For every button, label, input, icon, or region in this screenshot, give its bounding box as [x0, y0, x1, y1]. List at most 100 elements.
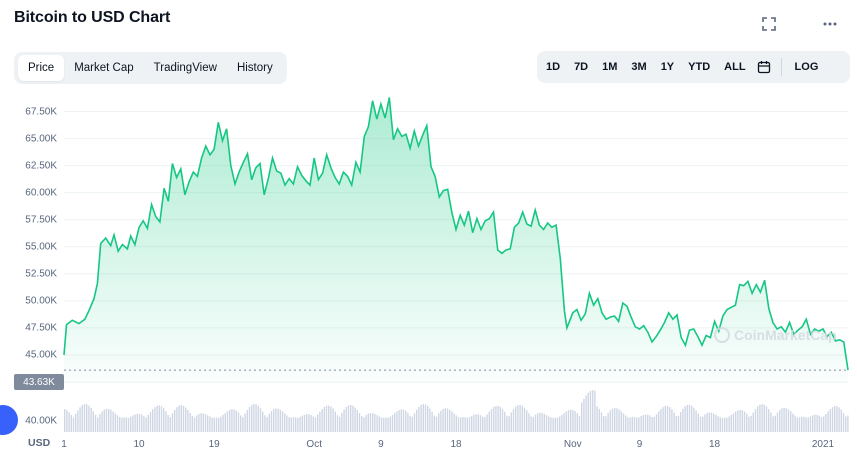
volume-bar [275, 408, 277, 432]
y-tick-label: 67.50K [25, 106, 57, 118]
volume-bar [299, 416, 301, 432]
volume-bar [686, 405, 688, 432]
volume-bar [710, 412, 713, 432]
volume-bar [809, 416, 812, 432]
volume-bar [169, 417, 171, 432]
volume-bar [796, 417, 798, 432]
volume-bar [270, 411, 273, 432]
volume-bar [493, 407, 495, 432]
range-3m[interactable]: 3M [631, 61, 647, 73]
volume-bar [90, 408, 92, 432]
range-7d[interactable]: 7D [574, 61, 589, 73]
x-tick-label: 1 [61, 439, 67, 450]
volume-bar [259, 408, 262, 432]
time-range-selector: 1D 7D 1M 3M 1Y YTD ALL LOG [537, 51, 850, 83]
volume-bar [596, 406, 598, 432]
volume-bar [125, 417, 127, 432]
volume-bar [532, 416, 534, 432]
volume-bar [165, 411, 167, 432]
volume-bar [279, 409, 281, 432]
volume-bar [554, 417, 556, 432]
volume-bar [138, 413, 141, 432]
volume-bar [616, 408, 618, 432]
volume-bar [455, 415, 457, 432]
x-tick-label: 9 [378, 439, 384, 450]
volume-bar [123, 417, 125, 432]
y-tick-label: 60.00K [25, 187, 57, 199]
volume-bar [233, 409, 235, 432]
volume-bar [541, 412, 543, 432]
range-1d[interactable]: 1D [546, 61, 561, 73]
volume-bar [367, 413, 369, 432]
volume-bar [611, 408, 614, 432]
volume-bar [517, 405, 519, 432]
volume-bar [785, 408, 787, 432]
volume-bar [380, 417, 383, 432]
tab-price[interactable]: Price [18, 55, 65, 81]
volume-bar [662, 407, 664, 432]
range-ytd[interactable]: YTD [688, 61, 711, 73]
volume-bar [398, 410, 400, 432]
volume-bar [501, 408, 504, 432]
volume-bar [411, 416, 413, 432]
volume-bar [405, 410, 407, 432]
volume-bar [609, 410, 611, 432]
log-scale-toggle[interactable]: LOG [794, 61, 819, 73]
range-all[interactable]: ALL [724, 61, 746, 73]
volume-bar [292, 417, 295, 432]
volume-bar [682, 408, 684, 432]
volume-bar [807, 417, 809, 432]
range-1m[interactable]: 1M [602, 61, 618, 73]
more-horizontal-icon[interactable] [819, 14, 841, 34]
volume-bar [504, 412, 506, 432]
calendar-icon[interactable] [753, 54, 775, 80]
x-tick-label: 18 [450, 439, 462, 450]
volume-bar [587, 392, 589, 432]
tab-history[interactable]: History [236, 62, 273, 74]
volume-bar [603, 416, 605, 432]
volume-bar [209, 416, 211, 432]
volume-bar [647, 414, 649, 432]
tab-tradingview[interactable]: TradingView [153, 62, 217, 74]
volume-bar [374, 414, 376, 432]
y-tick-label: 47.50K [25, 322, 57, 334]
y-tick-label: 55.00K [25, 241, 57, 253]
volume-bar [728, 416, 730, 432]
volume-bar [284, 413, 286, 432]
volume-bar [798, 417, 801, 432]
volume-bar [103, 409, 105, 432]
volume-bar [834, 406, 836, 432]
volume-bar [631, 416, 633, 432]
volume-bar [158, 405, 160, 432]
volume-bar [497, 405, 499, 432]
volume-bar [218, 417, 220, 432]
volume-bar [752, 412, 754, 432]
range-divider [780, 58, 782, 76]
volume-bar [130, 416, 132, 432]
volume-bar [812, 415, 814, 432]
volume-bar [244, 413, 246, 432]
filter-badge-icon[interactable] [0, 405, 18, 435]
volume-bar [673, 412, 675, 432]
volume-bar [145, 417, 147, 432]
volume-bar [127, 417, 130, 432]
volume-bar [152, 409, 154, 432]
volume-bar [121, 417, 123, 432]
volume-bar [515, 406, 517, 432]
volume-bar [389, 416, 391, 432]
volume-bar [759, 404, 761, 432]
volume-bar [713, 413, 715, 432]
volume-bar [182, 405, 185, 432]
y-tick-label: 45.00K [25, 349, 57, 361]
tab-market-cap[interactable]: Market Cap [74, 62, 134, 74]
volume-bar [644, 414, 647, 432]
volume-bar [660, 409, 662, 432]
fullscreen-icon[interactable] [758, 14, 780, 34]
range-1y[interactable]: 1Y [660, 61, 675, 73]
volume-bar [768, 409, 770, 432]
volume-bar [163, 408, 165, 432]
volume-bar [449, 409, 451, 432]
volume-bar [750, 416, 752, 432]
volume-bar [420, 404, 422, 432]
watermark: CoinMarketCap [714, 327, 837, 343]
